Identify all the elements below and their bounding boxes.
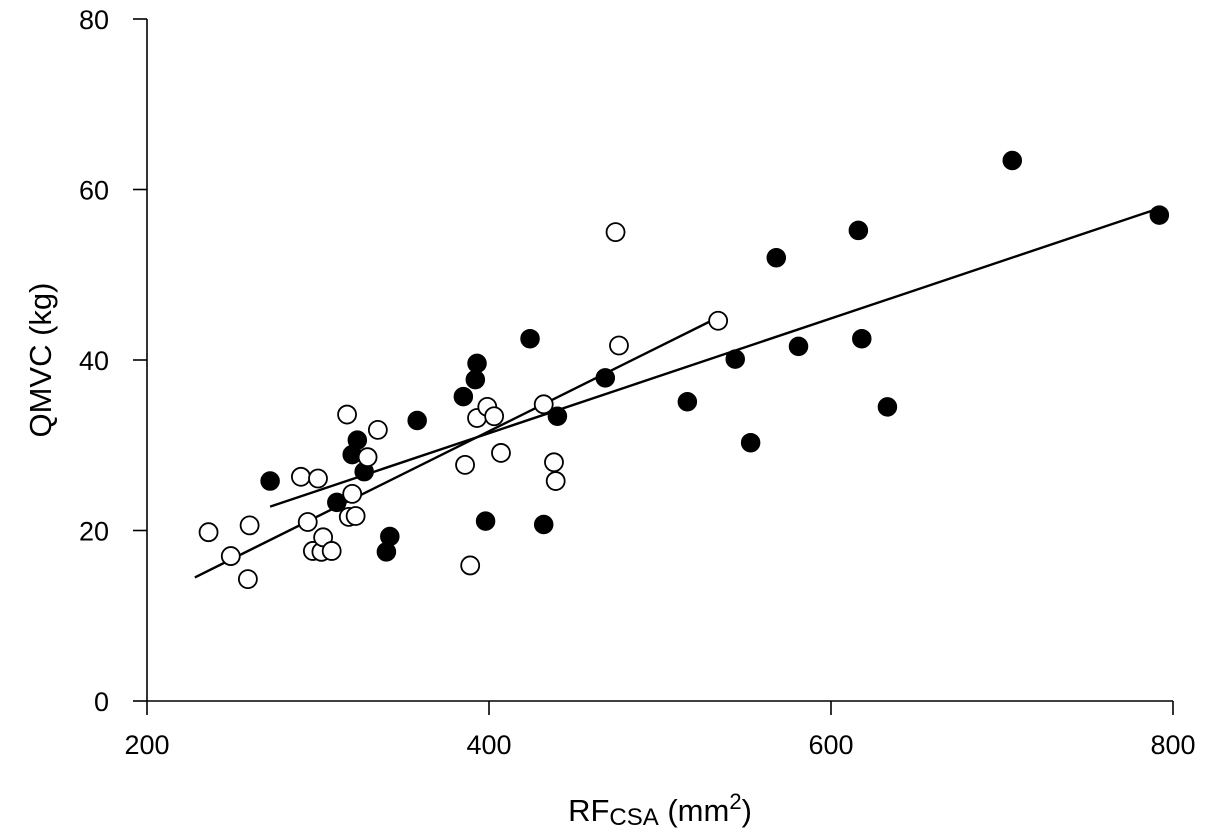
fit-line — [194, 316, 719, 579]
filled-point — [740, 432, 761, 453]
open-point — [337, 404, 357, 425]
x-axis-title-close: ) — [742, 793, 752, 828]
filled-point — [547, 406, 568, 427]
filled-point — [327, 492, 347, 513]
open-point — [345, 506, 366, 526]
filled-point — [877, 397, 898, 417]
open-point — [220, 546, 241, 566]
y-axis-title: QMVC (kg) — [23, 283, 58, 438]
y-tick-label: 20 — [79, 517, 109, 547]
y-tick-label: 60 — [79, 176, 109, 206]
filled-point — [766, 247, 787, 268]
x-axis-title: RFCSA (mm2) — [568, 789, 752, 831]
x-axis-title-superscript: 2 — [729, 789, 741, 814]
open-point — [491, 443, 511, 463]
open-point — [533, 394, 554, 415]
open-point — [237, 569, 258, 589]
x-axis-title-subscript: CSA — [609, 804, 658, 831]
filled-point — [453, 386, 474, 407]
open-point — [484, 406, 505, 427]
filled-point — [852, 328, 872, 349]
filled-point — [347, 430, 368, 450]
filled-point — [467, 353, 487, 374]
filled-point — [725, 349, 745, 369]
fit-line — [269, 207, 1160, 508]
y-tick-label: 80 — [79, 5, 109, 35]
open-point — [357, 447, 378, 468]
open-point — [609, 335, 629, 356]
open-point — [367, 420, 388, 440]
axes — [146, 19, 1173, 702]
open-point — [239, 515, 260, 536]
x-tick-label: 600 — [808, 730, 853, 760]
filled-point — [380, 526, 400, 547]
open-point — [605, 222, 626, 243]
open-point — [545, 471, 566, 491]
open-point — [544, 452, 564, 473]
y-tick-label: 40 — [79, 346, 109, 376]
filled-point — [788, 336, 809, 357]
data-points — [198, 150, 1170, 589]
fit-lines — [194, 207, 1160, 579]
filled-point — [475, 511, 496, 531]
filled-point — [407, 410, 427, 431]
filled-point — [595, 368, 616, 388]
open-point — [455, 454, 475, 475]
filled-point — [260, 471, 280, 491]
filled-point — [1149, 205, 1170, 225]
filled-point — [465, 369, 486, 390]
filled-point — [1002, 150, 1023, 171]
open-point — [290, 466, 311, 487]
filled-point — [677, 392, 698, 412]
open-point — [708, 310, 729, 331]
open-point — [308, 468, 328, 489]
filled-point — [520, 328, 540, 349]
open-point — [297, 512, 318, 532]
open-point — [321, 541, 342, 561]
x-axis-title-unit: (mm — [659, 793, 730, 828]
open-point — [342, 483, 363, 504]
open-point — [460, 555, 481, 576]
x-tick-label: 400 — [466, 730, 511, 760]
ticks: 200 400 600 800 0 20 40 60 80 — [79, 5, 1196, 760]
filled-point — [848, 220, 869, 241]
x-tick-label: 800 — [1150, 730, 1195, 760]
filled-point — [533, 514, 554, 535]
open-point — [198, 522, 219, 543]
y-tick-label: 0 — [94, 687, 109, 717]
x-axis-title-main: RF — [568, 793, 609, 828]
x-tick-label: 200 — [124, 730, 169, 760]
